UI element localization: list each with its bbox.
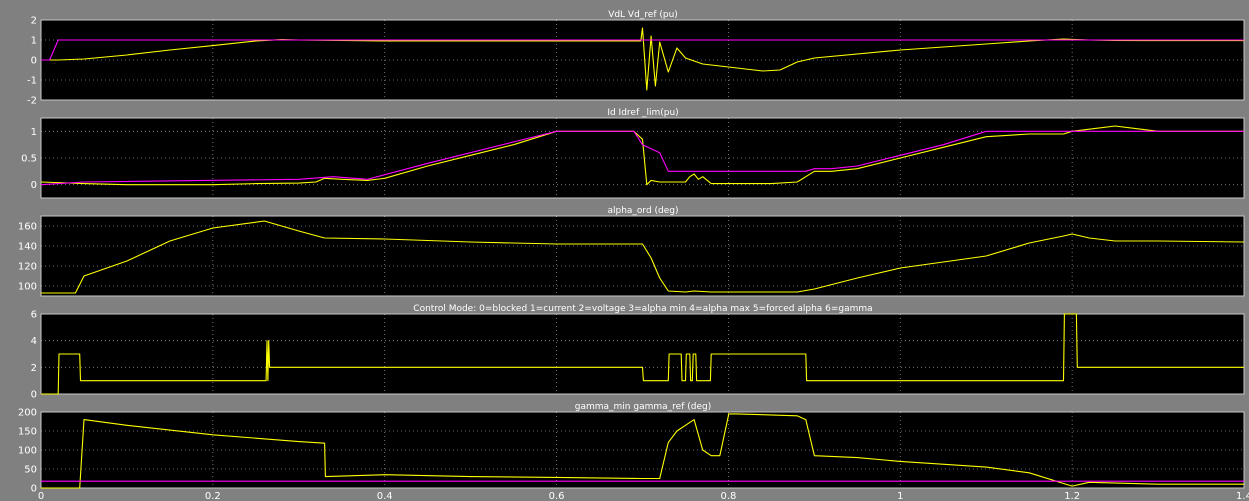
- panel-id: Id Idref _lim(pu) 0 0.5 1: [21, 108, 1245, 199]
- y-tick-label: 0: [31, 180, 37, 191]
- series-line: [41, 39, 1244, 61]
- y-tick-label: 4: [31, 336, 37, 347]
- x-tick-label: 1.4: [1236, 491, 1249, 501]
- panel-id-title: Id Idref _lim(pu): [607, 108, 678, 118]
- y-tick-label: -1: [27, 76, 37, 87]
- x-tick-label: 0: [38, 491, 44, 501]
- y-tick-label: 100: [18, 446, 37, 457]
- series-line: [40, 125, 1244, 186]
- x-tick-label: 0.2: [205, 491, 221, 501]
- y-tick-label: 0: [31, 56, 37, 67]
- series-line: [40, 130, 1244, 186]
- x-tick-label: 1: [897, 491, 903, 501]
- y-tick-label: 160: [18, 222, 37, 233]
- y-tick-label: 0.5: [21, 154, 37, 165]
- x-tick-label: 1.2: [1064, 491, 1080, 501]
- x-tick-label: 0.6: [549, 491, 565, 501]
- y-tick-label: 140: [18, 242, 37, 253]
- y-tick-label: -2: [27, 96, 37, 107]
- series-line: [41, 413, 1244, 489]
- y-tick-label: 2: [31, 16, 37, 27]
- y-tick-label: 100: [18, 282, 37, 293]
- panel-vd-title: VdL Vd_ref (pu): [608, 10, 678, 20]
- y-tick-label: 200: [18, 408, 37, 419]
- x-tick-label: 0.4: [377, 491, 393, 501]
- x-tick-label: 0.8: [720, 491, 736, 501]
- panel-mode-title: Control Mode: 0=blocked 1=current 2=volt…: [413, 304, 872, 314]
- y-tick-label: 0: [31, 390, 37, 401]
- panel-gamma: gamma_min gamma_ref (deg) 0 50 100 150 200 0…: [18, 402, 1249, 501]
- y-tick-label: 6: [31, 310, 37, 321]
- y-tick-label: 1: [31, 127, 37, 138]
- panel-alpha-axes: [40, 215, 1245, 297]
- y-tick-label: 0: [31, 484, 37, 495]
- panel-alpha-title: alpha_ord (deg): [607, 206, 678, 216]
- series-line: [41, 220, 1245, 294]
- panel-vd: VdL Vd_ref (pu) -2 -1 0 1 2: [27, 10, 1245, 107]
- panel-mode: Control Mode: 0=blocked 1=current 2=volt…: [31, 304, 1245, 401]
- y-tick-label: 120: [18, 262, 37, 273]
- y-tick-label: 50: [24, 465, 37, 476]
- panel-alpha: alpha_ord (deg) 100 120 140 160: [18, 206, 1245, 297]
- series-line: [41, 313, 1244, 395]
- panel-gamma-title: gamma_min gamma_ref (deg): [575, 402, 711, 412]
- y-tick-label: 2: [31, 363, 37, 374]
- y-tick-label: 150: [18, 427, 37, 438]
- y-tick-label: 1: [31, 36, 37, 47]
